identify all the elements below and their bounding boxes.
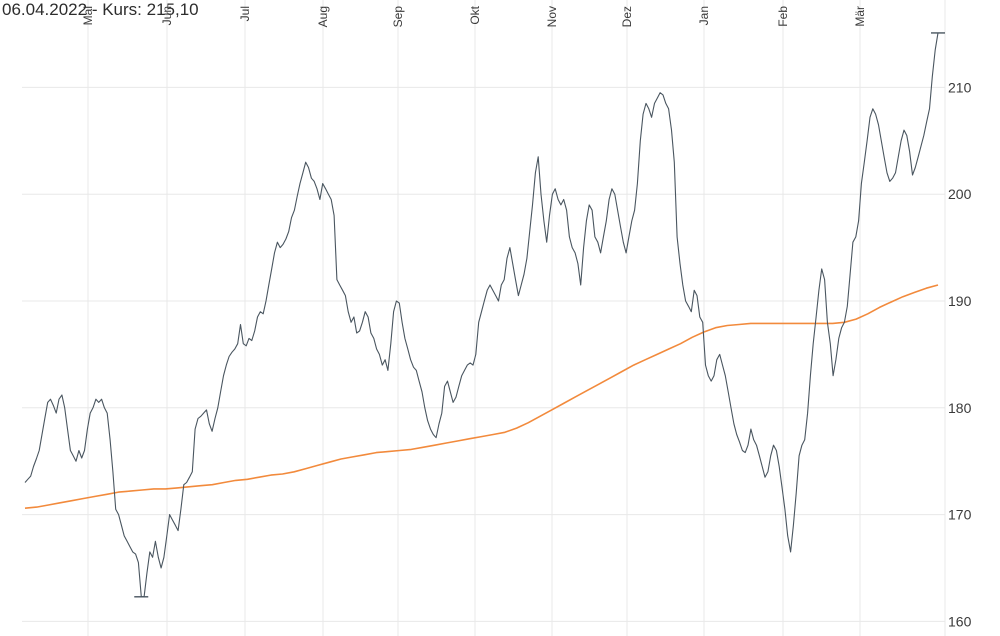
moving-average-line [24, 284, 939, 509]
moving-average-layer [24, 284, 939, 509]
y-tick-label: 210 [948, 79, 972, 95]
x-tick-label: Mär [853, 6, 867, 27]
x-tick-label: Okt [468, 5, 482, 24]
x-tick-label: Jan [697, 6, 711, 25]
chart-header: 06.04.2022 - Kurs: 215,10 [2, 0, 199, 20]
header-kurs-label: - Kurs: [87, 0, 147, 19]
x-tick-label: Feb [776, 6, 790, 27]
price-line [24, 32, 939, 598]
y-tick-label: 180 [948, 400, 972, 416]
x-tick-label: Mai [81, 6, 95, 25]
x-tick-label: Jun [160, 6, 174, 25]
x-tick-label: Jul [238, 6, 252, 21]
y-tick-label: 190 [948, 293, 972, 309]
x-tick-label: Aug [316, 6, 330, 27]
y-tick-label: 200 [948, 186, 972, 202]
x-tick-label: Dez [620, 6, 634, 27]
y-tick-label: 170 [948, 507, 972, 523]
header-kurs-value: 215,10 [146, 0, 199, 19]
y-tick-label: 160 [948, 613, 972, 629]
price-layer [24, 32, 945, 598]
header-date: 06.04.2022 [2, 0, 88, 19]
x-tick-label: Nov [545, 6, 559, 27]
grid-layer [22, 0, 946, 636]
x-tick-label: Sep [391, 6, 405, 28]
axis-label-layer: Mai Jun Jul Aug Sep Okt Nov Dez Jan Feb Mär 160 170 1… [81, 5, 972, 629]
